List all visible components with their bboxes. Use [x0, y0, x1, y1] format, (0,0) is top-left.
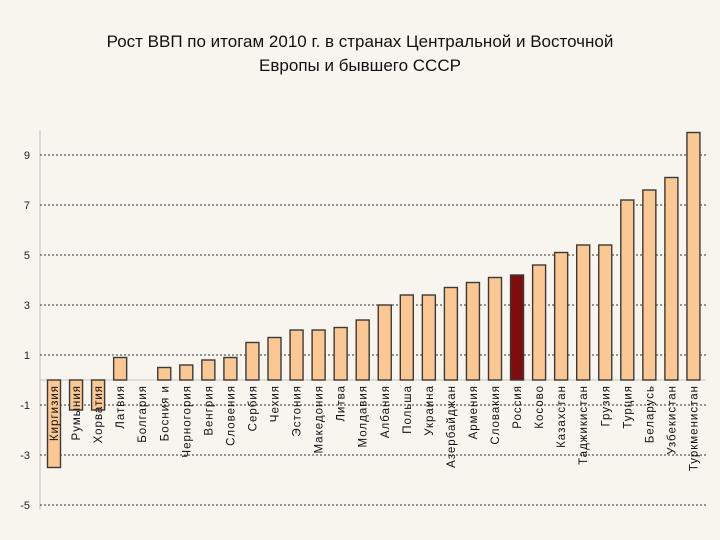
y-tick-label: -1 — [20, 400, 30, 412]
bar — [465, 281, 481, 381]
bar — [267, 336, 282, 381]
bar — [531, 264, 547, 381]
bar — [553, 251, 569, 381]
bar-highlighted — [509, 274, 525, 381]
x-tick-label: Черногория — [181, 385, 193, 458]
bar — [112, 356, 128, 381]
bar — [487, 276, 503, 381]
x-tick-label: Киргизия — [49, 385, 61, 441]
bar — [642, 189, 657, 381]
y-tick-label: -3 — [20, 450, 30, 462]
x-tick-label: Косово — [534, 385, 546, 429]
x-tick-label: Украина — [424, 385, 436, 436]
bar — [620, 199, 635, 381]
y-tick-label: 5 — [24, 250, 30, 262]
bar — [157, 366, 172, 381]
x-tick-label: Польша — [402, 385, 414, 434]
bar — [245, 341, 260, 381]
bar — [333, 326, 348, 381]
x-tick-label: Словакия — [490, 385, 502, 445]
bar — [664, 176, 679, 381]
x-tick-label: Болгария — [137, 385, 149, 443]
bar — [201, 359, 216, 381]
y-tick-label: 3 — [24, 300, 30, 312]
y-tick-label: 7 — [24, 200, 30, 212]
bar — [399, 294, 414, 381]
x-tick-label: Венгрия — [203, 385, 215, 436]
x-tick-label: Латвия — [115, 385, 127, 429]
x-tick-label: Армения — [468, 385, 480, 439]
x-tick-label: Туркменистан — [688, 385, 700, 471]
bar — [355, 319, 370, 381]
x-tick-label: Азербайджан — [446, 385, 458, 468]
bar — [576, 244, 591, 381]
bar — [421, 294, 437, 381]
bar — [46, 379, 62, 469]
bar — [68, 379, 84, 411]
x-tick-label: Хорватия — [93, 385, 105, 443]
x-tick-label: Сербия — [247, 385, 259, 431]
x-tick-label: Молдавия — [358, 385, 370, 447]
chart-title: Рост ВВП по итогам 2010 г. в странах Цен… — [40, 30, 680, 78]
bar — [179, 364, 194, 381]
bar — [90, 379, 106, 411]
bar — [377, 304, 392, 381]
x-tick-label: Узбекистан — [666, 385, 678, 455]
x-tick-label: Беларусь — [644, 385, 656, 443]
chart-title-line-1: Рост ВВП по итогам 2010 г. в странах Цен… — [106, 32, 614, 51]
x-tick-label: Россия — [512, 385, 524, 429]
x-tick-label: Албания — [380, 385, 392, 438]
y-tick-label: -5 — [20, 500, 30, 512]
x-tick-label: Румыния — [71, 385, 83, 440]
x-tick-label: Эстония — [292, 385, 304, 437]
bar — [289, 329, 304, 381]
x-tick-label: Босния и — [159, 385, 171, 441]
x-tick-label: Казахстан — [556, 385, 568, 448]
x-tick-label: Чехия — [270, 385, 282, 422]
x-tick-label: Таджикистан — [578, 385, 590, 465]
chart-title-line-2: Европы и бывшего СССР — [259, 56, 461, 75]
bar — [598, 244, 613, 381]
x-tick-label: Литва — [336, 385, 348, 422]
bar — [223, 356, 238, 381]
y-tick-label: 1 — [24, 350, 30, 362]
x-tick-label: Турция — [622, 385, 634, 429]
x-tick-label: Словения — [225, 385, 237, 446]
y-tick-label: 9 — [24, 150, 30, 162]
bar — [311, 329, 326, 381]
bar — [686, 131, 701, 381]
x-tick-label: Македония — [314, 385, 326, 454]
bar — [443, 286, 459, 381]
x-tick-label: Грузия — [600, 385, 612, 427]
